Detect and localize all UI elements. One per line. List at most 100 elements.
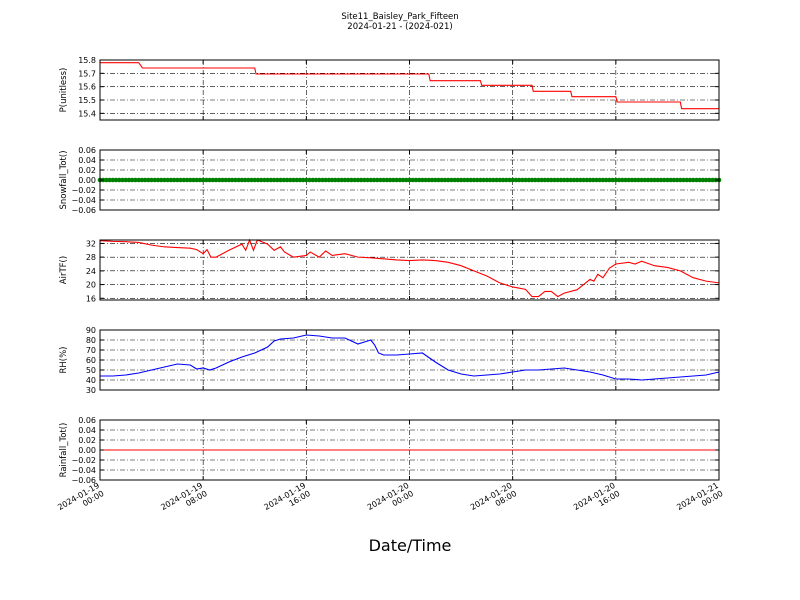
data-point — [387, 177, 393, 183]
data-point — [345, 177, 351, 183]
data-point — [487, 177, 493, 183]
data-point — [287, 177, 293, 183]
data-point — [607, 177, 612, 183]
data-point — [445, 177, 451, 183]
data-point — [423, 177, 428, 183]
y-tick-label: 15.6 — [78, 83, 96, 92]
data-point — [384, 177, 390, 183]
data-point — [171, 177, 177, 183]
data-point — [358, 177, 364, 183]
y-tick-label: −0.02 — [71, 186, 96, 195]
y-axis-label: RH(%) — [59, 346, 69, 373]
data-point — [300, 177, 306, 183]
y-tick-label: 15.4 — [78, 109, 96, 118]
y-axis-label: P(unitless) — [59, 68, 69, 113]
data-point — [655, 177, 661, 183]
series-1-points — [97, 177, 722, 183]
data-point — [197, 177, 203, 183]
y-tick-label: 0.00 — [78, 176, 96, 185]
data-point — [526, 177, 532, 183]
data-point — [603, 177, 609, 183]
y-axis-label: Rainfall_Tot() — [59, 423, 69, 478]
data-point — [113, 177, 119, 183]
data-point — [175, 177, 180, 183]
y-tick-label: 0.06 — [78, 146, 96, 155]
data-point — [561, 177, 567, 183]
data-point — [149, 177, 154, 183]
y-tick-label: 0.00 — [78, 446, 96, 455]
data-point — [520, 177, 525, 183]
data-point — [207, 177, 212, 183]
data-point — [120, 177, 125, 183]
data-point — [142, 177, 148, 183]
data-point — [678, 177, 683, 183]
data-point — [636, 177, 641, 183]
data-point — [239, 177, 245, 183]
y-tick-label: −0.06 — [71, 206, 96, 215]
data-point — [158, 177, 164, 183]
data-point — [297, 177, 303, 183]
data-point — [310, 177, 316, 183]
x-tick-labels: 2024-01-1900:00 2024-01-1908:00 2024-01-19… — [56, 481, 724, 520]
data-point — [648, 177, 654, 183]
data-point — [194, 177, 200, 183]
data-point — [397, 177, 403, 183]
y-tick-label: 80 — [86, 336, 96, 345]
y-tick-label: −0.04 — [71, 196, 96, 205]
data-point — [542, 177, 548, 183]
data-point — [329, 177, 335, 183]
y-tick-label: 60 — [86, 356, 96, 365]
data-point — [532, 177, 538, 183]
data-point — [610, 177, 615, 183]
data-point — [590, 177, 596, 183]
data-point — [626, 177, 632, 183]
data-point — [152, 177, 158, 183]
x-tick-label: 2024-01-2100:00 — [675, 481, 724, 520]
data-point — [249, 177, 254, 183]
data-point — [710, 177, 715, 183]
data-point — [233, 177, 238, 183]
data-point — [162, 177, 167, 183]
data-point — [129, 177, 135, 183]
data-point — [674, 177, 680, 183]
data-point — [539, 177, 544, 183]
series-1-line — [100, 62, 719, 110]
data-point — [516, 177, 522, 183]
data-point — [420, 177, 425, 183]
data-point — [442, 177, 448, 183]
data-point — [246, 177, 251, 183]
data-point — [484, 177, 490, 183]
data-point — [552, 177, 557, 183]
data-point — [320, 177, 325, 183]
data-point — [252, 177, 258, 183]
data-point — [471, 177, 477, 183]
data-point — [429, 177, 435, 183]
data-point — [465, 177, 470, 183]
data-point — [191, 177, 196, 183]
x-tick-label: 2024-01-1916:00 — [263, 481, 312, 520]
data-point — [307, 177, 312, 183]
data-point — [426, 177, 432, 183]
data-point — [558, 177, 564, 183]
data-point — [136, 177, 141, 183]
data-point — [658, 177, 664, 183]
y-tick-label: 0.02 — [78, 166, 96, 175]
data-point — [117, 177, 122, 183]
data-point — [684, 177, 690, 183]
data-point — [236, 177, 241, 183]
data-point — [432, 177, 438, 183]
data-point — [258, 177, 264, 183]
data-point — [491, 177, 496, 183]
y-tick-label: 16 — [86, 294, 96, 303]
data-point — [378, 177, 383, 183]
x-tick-label: 2024-01-2016:00 — [572, 481, 621, 520]
data-point — [349, 177, 354, 183]
data-point — [687, 177, 693, 183]
y-tick-label: 15.5 — [78, 96, 96, 105]
y-tick-label: −0.04 — [71, 466, 96, 475]
data-point — [362, 177, 367, 183]
data-point — [271, 177, 277, 183]
data-point — [458, 177, 464, 183]
y-tick-label: −0.06 — [71, 476, 96, 485]
